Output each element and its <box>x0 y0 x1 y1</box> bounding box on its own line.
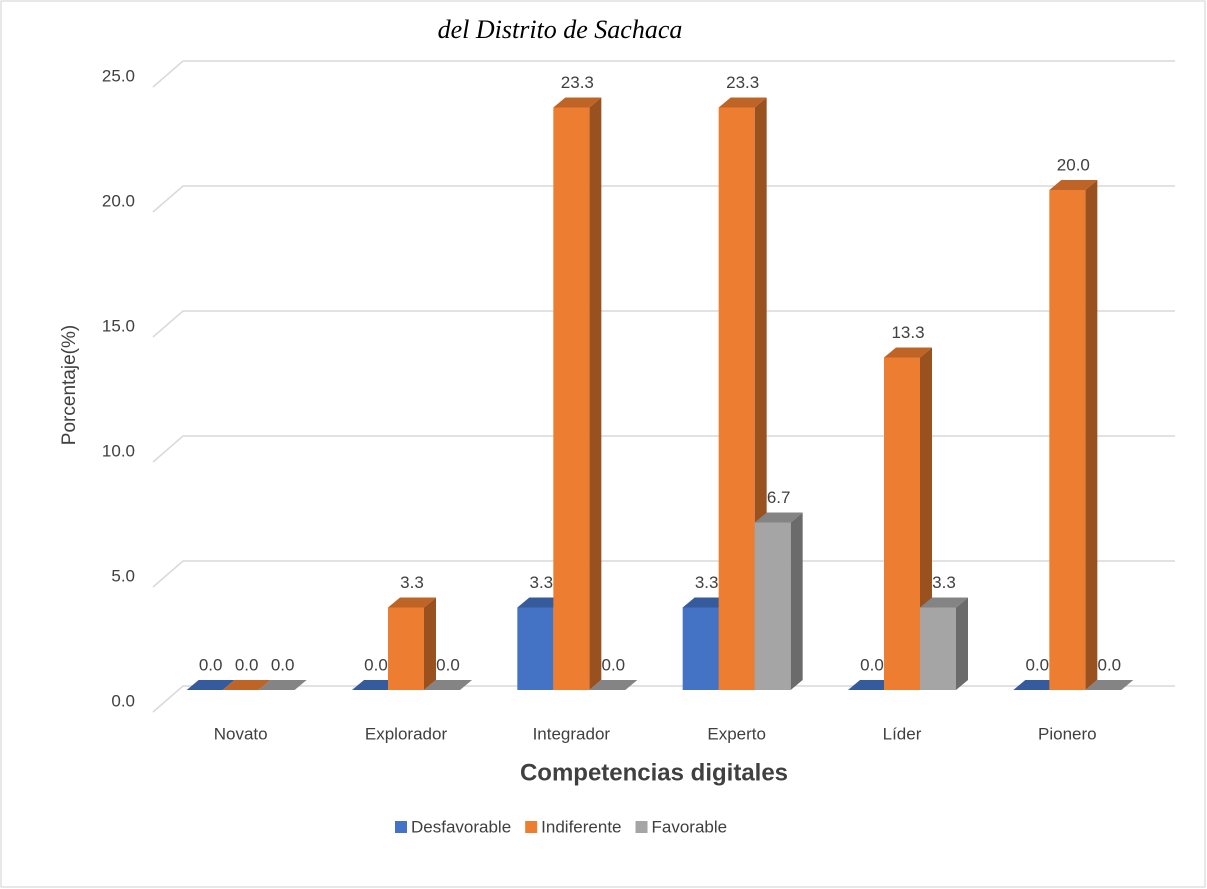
bar <box>186 680 235 690</box>
bar <box>258 680 307 690</box>
bar-face <box>956 597 968 690</box>
grid-line <box>152 560 1175 588</box>
bar-face <box>920 597 968 608</box>
legend-label: Desfavorable <box>411 817 511 836</box>
bar <box>1049 180 1098 690</box>
bar <box>424 680 472 690</box>
data-label: 3.3 <box>530 573 554 592</box>
bar-face <box>222 680 271 690</box>
bar <box>1085 680 1134 690</box>
x-tick-label: Novato <box>214 724 268 743</box>
grid-line <box>152 60 1175 88</box>
bar-face <box>1049 190 1086 690</box>
bar-face <box>754 522 791 690</box>
bar <box>222 680 271 690</box>
y-tick-label: 20.0 <box>102 191 135 210</box>
data-label: 13.3 <box>891 323 924 342</box>
bar-face <box>884 347 932 358</box>
legend-label: Indiferente <box>541 817 621 836</box>
data-label: 3.3 <box>932 573 956 592</box>
data-label: 0.0 <box>1026 655 1050 674</box>
bar-face <box>424 680 472 690</box>
legend-label: Favorable <box>652 817 728 836</box>
bar <box>754 512 803 690</box>
data-label: 0.0 <box>860 655 884 674</box>
data-label: 0.0 <box>364 655 388 674</box>
bar-face <box>589 680 638 690</box>
data-label: 0.0 <box>271 655 295 674</box>
bar-face <box>682 607 719 690</box>
grid-line <box>152 185 1175 213</box>
bar-face <box>388 607 424 690</box>
bar-face <box>517 607 554 690</box>
bar-face <box>1085 180 1098 690</box>
bar-face <box>1085 680 1134 690</box>
bar-face <box>718 107 755 690</box>
data-label: 0.0 <box>199 655 223 674</box>
bar <box>920 597 968 690</box>
data-label: 0.0 <box>235 655 259 674</box>
y-tick-label: 5.0 <box>111 566 135 585</box>
bar-face <box>920 607 956 690</box>
y-tick-label: 10.0 <box>102 441 135 460</box>
grid-line <box>152 310 1175 338</box>
x-axis-label: Competencias digitales <box>520 759 788 786</box>
bar-face <box>388 597 436 608</box>
x-tick-label: Experto <box>707 724 766 743</box>
bar <box>553 97 602 690</box>
bar-face <box>718 97 767 108</box>
y-tick-label: 25.0 <box>102 66 135 85</box>
bar-face <box>553 107 590 690</box>
bar-face <box>258 680 307 690</box>
bar-face <box>553 97 602 108</box>
x-tick-label: Integrador <box>533 724 611 743</box>
y-tick-label: 0.0 <box>111 691 135 710</box>
chart-title: del Distrito de Sachaca <box>438 15 683 44</box>
legend-swatch <box>635 821 648 833</box>
data-label: 0.0 <box>1098 655 1122 674</box>
data-label: 23.3 <box>726 73 759 92</box>
data-label: 20.0 <box>1057 155 1090 174</box>
grid-line <box>152 685 1175 713</box>
grid-line <box>152 435 1175 463</box>
y-tick-label: 15.0 <box>102 316 135 335</box>
x-tick-label: Explorador <box>365 724 448 743</box>
bar <box>589 680 638 690</box>
data-label: 23.3 <box>561 73 594 92</box>
bar-face <box>884 357 920 690</box>
x-tick-label: Líder <box>883 724 922 743</box>
bar-face <box>424 597 436 690</box>
bar-face <box>790 512 803 690</box>
data-label: 0.0 <box>602 655 626 674</box>
data-label: 3.3 <box>695 573 719 592</box>
bar-face <box>589 97 602 690</box>
data-label: 6.7 <box>767 488 791 507</box>
bar <box>388 597 436 690</box>
bar-face <box>754 512 803 523</box>
data-label: 3.3 <box>400 573 424 592</box>
bar-face <box>1049 180 1098 190</box>
legend-swatch <box>395 821 407 833</box>
data-label: 0.0 <box>436 655 460 674</box>
x-tick-label: Pionero <box>1038 724 1097 743</box>
bar-face <box>186 680 235 690</box>
y-axis-label: Porcentaje(%) <box>59 325 80 445</box>
legend-swatch <box>525 821 538 833</box>
